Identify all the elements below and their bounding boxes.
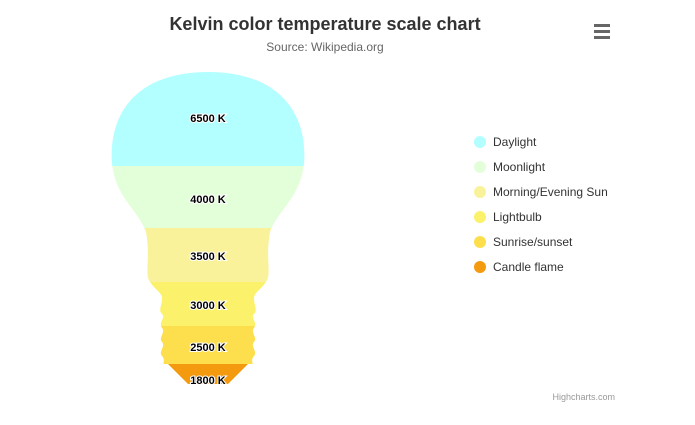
data-label-candle-flame: 1800 K [190, 375, 226, 387]
legend-label: Lightbulb [493, 210, 542, 224]
legend-marker [474, 261, 486, 273]
context-menu-button[interactable] [588, 18, 616, 42]
legend-marker [474, 211, 486, 223]
legend-item-sunrise-sunset[interactable]: Sunrise/sunset [474, 235, 573, 249]
legend: Daylight Moonlight Morning/Evening Sun Ligh… [474, 135, 608, 274]
legend-marker [474, 236, 486, 248]
bulb-plot-area [100, 60, 320, 364]
hamburger-menu-icon [594, 24, 610, 39]
legend-label: Daylight [493, 135, 537, 149]
legend-item-morning-evening-sun[interactable]: Morning/Evening Sun [474, 185, 608, 199]
legend-marker [474, 186, 486, 198]
legend-item-moonlight[interactable]: Moonlight [474, 160, 546, 174]
data-label-moonlight: 4000 K [190, 194, 226, 206]
data-label-daylight: 6500 K [190, 113, 226, 125]
legend-label: Candle flame [493, 260, 564, 274]
legend-item-lightbulb[interactable]: Lightbulb [474, 210, 542, 224]
chart-subtitle: Source: Wikipedia.org [266, 40, 383, 54]
data-label-lightbulb: 3000 K [190, 300, 226, 312]
data-label-sunrise-sunset: 2500 K [190, 342, 226, 354]
legend-marker [474, 161, 486, 173]
legend-item-daylight[interactable]: Daylight [474, 135, 537, 149]
legend-label: Moonlight [493, 160, 546, 174]
legend-marker [474, 136, 486, 148]
legend-item-candle-flame[interactable]: Candle flame [474, 260, 564, 274]
data-label-morning-evening-sun: 3500 K [190, 251, 226, 263]
credits-link[interactable]: Highcharts.com [552, 392, 615, 402]
chart-title: Kelvin color temperature scale chart [169, 14, 480, 34]
legend-label: Morning/Evening Sun [493, 185, 608, 199]
legend-label: Sunrise/sunset [493, 235, 573, 249]
